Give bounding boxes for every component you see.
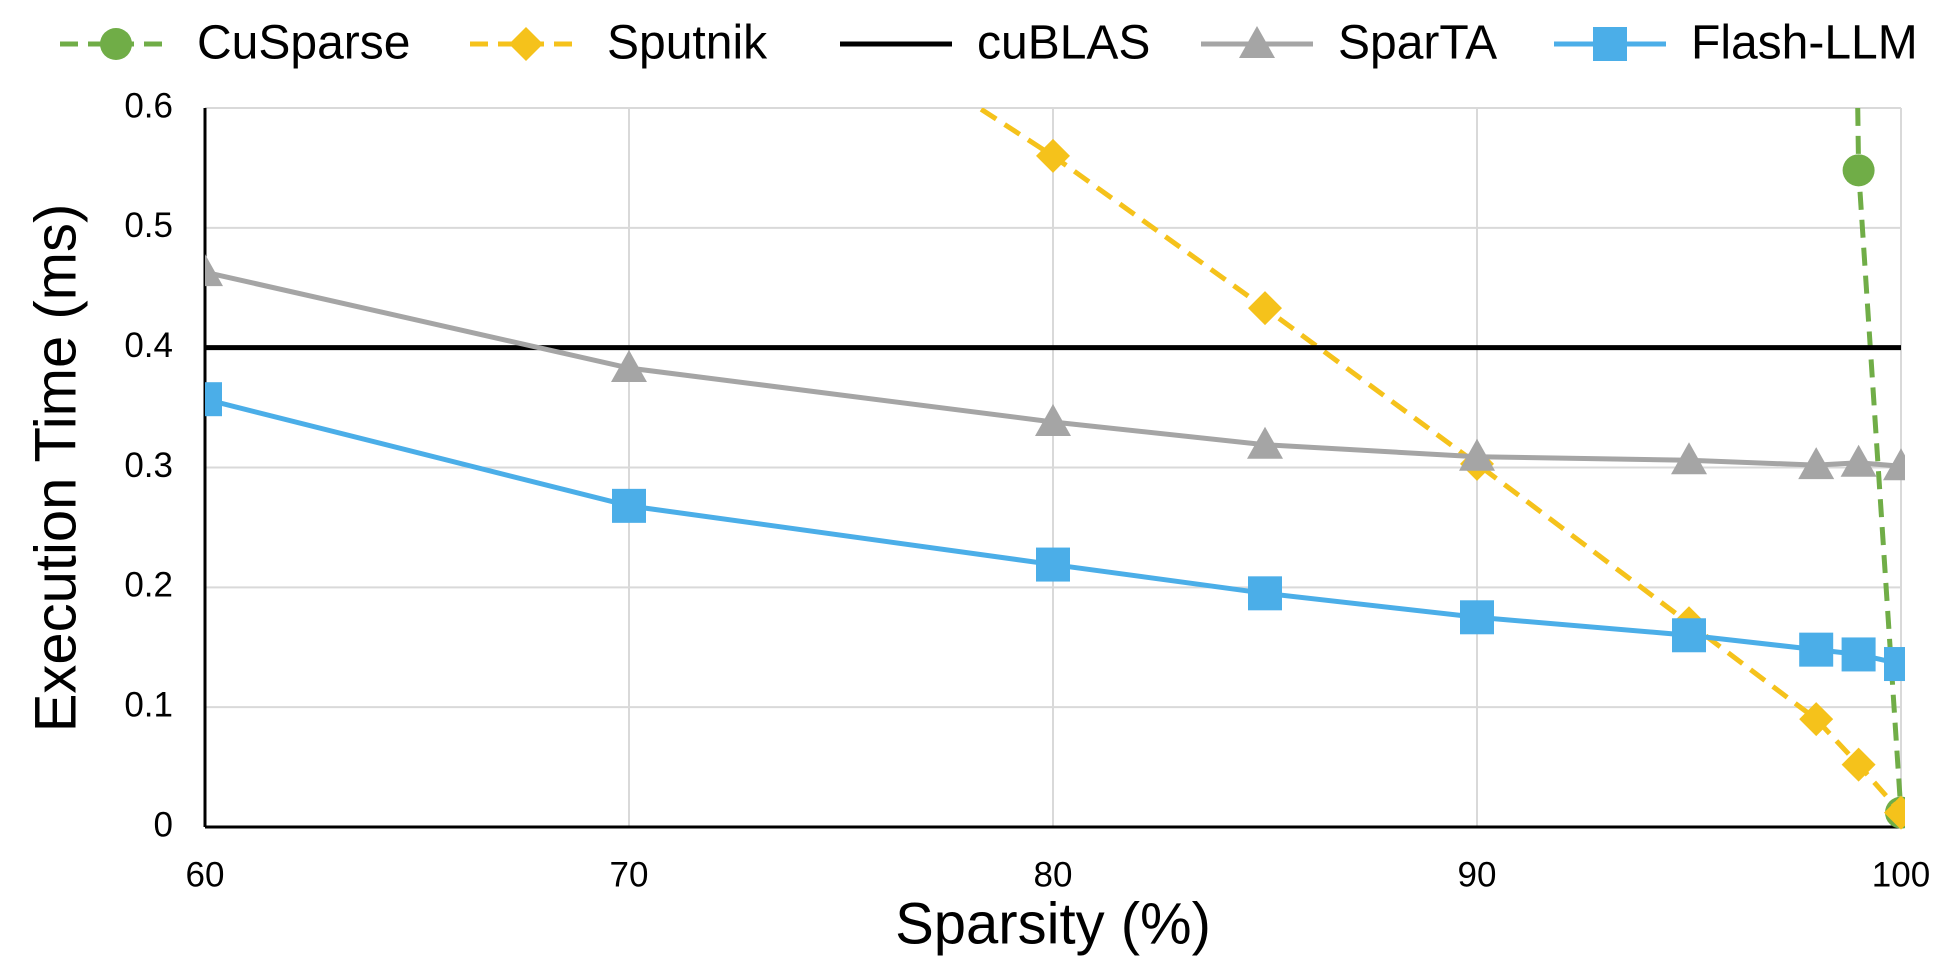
marker: [1036, 138, 1070, 173]
x-tick-label: 70: [610, 855, 649, 894]
y-tick-label: 0.4: [124, 326, 173, 365]
x-tick-label: 90: [1458, 855, 1497, 894]
marker: [1840, 444, 1877, 477]
marker: [205, 382, 222, 417]
marker: [612, 488, 646, 523]
marker: [1841, 637, 1876, 672]
marker: [1035, 403, 1071, 436]
marker: [1799, 632, 1834, 667]
x-tick-label: 80: [1034, 855, 1073, 894]
legend-label: CuSparse: [197, 17, 410, 70]
marker: [1247, 426, 1283, 459]
marker: [1672, 618, 1706, 653]
marker: [205, 254, 223, 287]
plot-area: [205, 108, 1905, 830]
marker: [1459, 438, 1495, 471]
marker: [1036, 547, 1070, 582]
legend-marker: [100, 28, 132, 60]
marker: [1248, 576, 1282, 611]
y-axis-title: Execution Time (ms): [23, 204, 88, 733]
legend-marker: [509, 27, 543, 61]
y-tick-label: 0.2: [124, 566, 173, 605]
marker: [1460, 600, 1494, 635]
y-tick-label: 0.1: [124, 685, 173, 724]
marker: [1842, 154, 1875, 187]
marker: [1841, 747, 1876, 782]
x-axis-title: Sparsity (%): [895, 891, 1211, 956]
marker: [611, 350, 647, 383]
marker: [1671, 442, 1707, 475]
marker: [1884, 795, 1905, 830]
series-line: [1855, 108, 1904, 813]
y-tick-label: 0.6: [124, 86, 173, 125]
legend-label: cuBLAS: [977, 17, 1150, 70]
y-tick-label: 0.5: [124, 206, 173, 245]
x-tick-label: 100: [1872, 855, 1930, 894]
marker: [1884, 647, 1905, 682]
marker: [1799, 702, 1834, 737]
legend-marker: [1593, 27, 1627, 61]
legend-label: SparTA: [1338, 17, 1497, 70]
marker: [1883, 448, 1905, 481]
y-tick-label: 0.3: [124, 446, 173, 485]
marker: [1248, 291, 1282, 326]
legend-label: Sputnik: [607, 17, 768, 70]
legend-marker: [1239, 26, 1275, 58]
legend-label: Flash-LLM: [1691, 17, 1918, 70]
series-line: [974, 108, 1903, 815]
x-tick-label: 60: [186, 855, 225, 894]
y-tick-label: 0: [154, 805, 173, 844]
marker: [1798, 447, 1835, 480]
